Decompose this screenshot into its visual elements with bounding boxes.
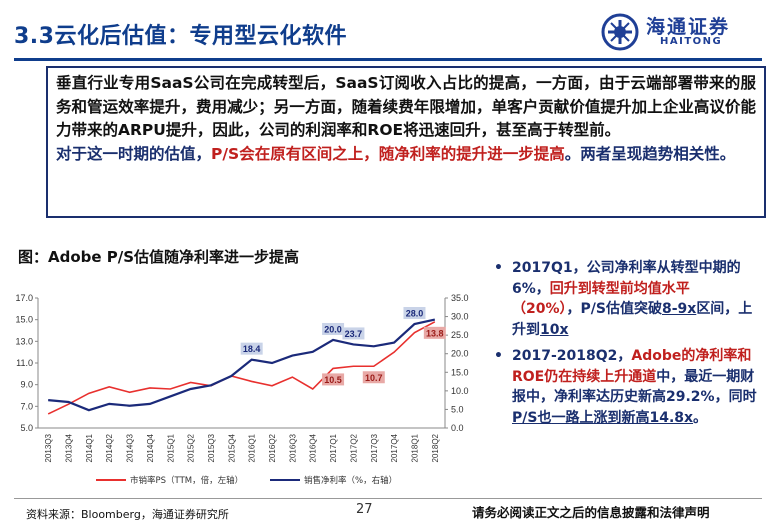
y-right-tick-label: 20.0 <box>451 349 469 359</box>
bullet-2-text-b: Adobe的净利率和ROE仍在持续上升通道 <box>512 348 752 385</box>
x-tick-label: 2014Q3 <box>126 433 135 462</box>
summary-paragraph-1: 垂直行业专用SaaS公司在完成转型后，SaaS订阅收入占比的提高，一方面，由于云… <box>56 74 756 139</box>
x-tick-label: 2017Q4 <box>390 433 399 462</box>
y-right-tick-label: 0.0 <box>451 423 464 433</box>
y-left-tick-label: 7.0 <box>20 401 33 411</box>
page-title: 3.3云化后估值：专用型云化软件 <box>14 24 347 49</box>
data-label-box <box>322 322 345 335</box>
footer-divider <box>14 498 762 499</box>
bullet-2-text-c: 中，最近一期财报中，净利率达历史新高29.2%，同时 <box>512 368 757 406</box>
logo-chinese-text: 海通证券 <box>646 16 731 38</box>
x-tick-label: 2014Q4 <box>146 433 155 462</box>
x-tick-label: 2014Q1 <box>85 433 94 462</box>
chart-caption: 图：Adobe P/S估值随净利率进一步提高 <box>18 248 300 266</box>
legend-label: 销售净利率（%，右轴） <box>304 475 397 486</box>
data-label: 28.0 <box>406 309 424 319</box>
bullet-1-text-b: 回升到转型前均值水平（20%） <box>512 280 690 318</box>
x-tick-label: 2016Q2 <box>268 433 277 462</box>
legend-label: 市销率PS（TTM，倍，左轴） <box>130 475 243 486</box>
chart: 5.0 7.0 9.0 11.0 13.0 15.0 17.0 0.0 5.0 10.0 15.0 2… <box>15 293 469 486</box>
bullet-2-text-e: 一路上涨到新高14.8x <box>551 409 694 426</box>
data-label: 18.4 <box>243 344 261 354</box>
y-left-tick-label: 13.0 <box>15 336 33 346</box>
data-label-box <box>362 371 385 384</box>
data-label: 10.7 <box>365 373 383 383</box>
x-tick-label: 2016Q1 <box>248 433 257 462</box>
bullet-2-text-a: 2017-2018Q2， <box>512 348 632 364</box>
summary-paragraph-2b: P/S会在原有区间之上，随净利率的提升进一步提高 <box>211 144 565 163</box>
series-line-1 <box>47 321 436 415</box>
bullet-1-text-e: 区间，上升到 <box>512 301 753 338</box>
bullet-dot-icon: • <box>494 260 503 276</box>
bullet-item-1: • 2017Q1，公司净利率从转型中期的6%，回升到转型前均值水平（20%），P/… <box>488 258 758 340</box>
bullet-1-text-d: 8-9x <box>661 301 697 317</box>
y-left-tick-label: 17.0 <box>15 293 33 303</box>
x-tick-label: 2017Q1 <box>329 433 338 462</box>
data-label-box <box>342 327 365 340</box>
footer-disclaimer: 请务必阅读正文之后的信息披露和法律声明 <box>472 505 710 520</box>
data-label: 23.7 <box>345 329 363 339</box>
data-label-box <box>423 326 446 339</box>
y-right-tick-label: 35.0 <box>451 293 469 303</box>
x-tick-label: 2014Q2 <box>105 433 114 462</box>
y-right-tick-label: 25.0 <box>451 330 469 340</box>
y-right-tick-label: 30.0 <box>451 312 469 322</box>
y-right-tick-label: 15.0 <box>451 367 469 377</box>
page-number: 27 <box>356 502 373 517</box>
title-divider <box>14 58 762 61</box>
x-tick-label: 2017Q2 <box>349 433 358 462</box>
logo-english-text: HAITONG <box>660 36 723 47</box>
bullet-1-text-a: 2017Q1，公司净利率从转型中期的6%， <box>512 260 741 297</box>
data-label: 20.0 <box>324 324 342 334</box>
company-logo: 海通证券 HAITONG <box>600 8 760 54</box>
summary-paragraph-2a: 对于这一时期的估值， <box>56 144 212 163</box>
y-left-tick-label: 11.0 <box>16 358 33 368</box>
bullet-1-text-f: 10x <box>540 321 569 338</box>
haitong-logo-icon <box>601 13 639 51</box>
bullet-2-text-f: 。 <box>693 409 708 426</box>
x-tick-label: 2015Q3 <box>207 433 216 462</box>
summary-paragraph-2c: 。两者呈现趋势相关性。 <box>564 144 736 163</box>
bullet-list: • 2017Q1，公司净利率从转型中期的6%，回升到转型前均值水平（20%），P/… <box>488 258 758 434</box>
x-tick-label: 2015Q1 <box>166 433 175 462</box>
data-label: 13.8 <box>426 328 444 338</box>
x-tick-label: 2013Q4 <box>65 433 74 462</box>
x-tick-label: 2017Q3 <box>370 433 379 462</box>
x-tick-label: 2013Q3 <box>44 433 53 462</box>
x-tick-label: 2016Q4 <box>309 433 318 462</box>
bullet-dot-icon: • <box>494 348 503 364</box>
y-right-tick-label: 5.0 <box>451 404 464 414</box>
x-tick-label: 2018Q1 <box>410 433 419 462</box>
y-right-tick-label: 10.0 <box>451 386 469 396</box>
data-label: 10.5 <box>324 375 342 385</box>
x-tick-label: 2015Q2 <box>187 433 196 462</box>
x-tick-label: 2015Q4 <box>227 433 236 462</box>
bullet-1-text-c: ，P/S估值突破 <box>566 301 662 317</box>
x-tick-label: 2016Q3 <box>288 433 297 462</box>
y-left-tick-label: 5.0 <box>20 423 33 433</box>
footer-source: 资料来源：Bloomberg，海通证券研究所 <box>26 508 229 521</box>
bullet-2-text-d: P/S也 <box>512 409 552 426</box>
x-tick-label: 2018Q2 <box>431 433 440 462</box>
bullet-item-2: • 2017-2018Q2，Adobe的净利率和ROE仍在持续上升通道中，最近一期… <box>488 346 758 428</box>
data-label-box <box>322 373 345 386</box>
data-label-box <box>240 342 263 355</box>
y-left-tick-label: 9.0 <box>20 380 33 390</box>
series-line-2 <box>48 318 436 412</box>
y-left-tick-label: 15.0 <box>15 315 33 325</box>
summary-box: 垂直行业专用SaaS公司在完成转型后，SaaS订阅收入占比的提高，一方面，由于云… <box>46 66 766 218</box>
data-label-box <box>403 307 426 319</box>
